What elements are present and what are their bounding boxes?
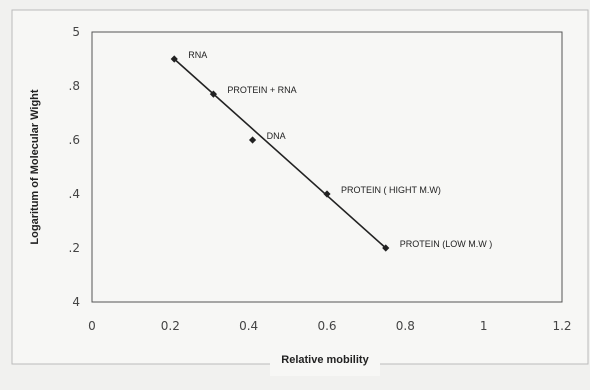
x-tick-label: 0.6 xyxy=(317,319,336,333)
x-tick-label: 1 xyxy=(480,319,488,333)
x-tick-label: 0.4 xyxy=(239,319,258,333)
y-tick-label: .8 xyxy=(69,79,80,93)
x-axis-label-box xyxy=(270,342,380,376)
y-tick-label: 5 xyxy=(72,25,80,39)
data-points xyxy=(170,55,390,252)
data-point xyxy=(323,190,331,198)
y-tick-label: 4 xyxy=(72,295,80,309)
x-axis-label: Relative mobility xyxy=(281,354,369,366)
data-point xyxy=(170,55,178,63)
point-label: PROTEIN ( HIGHT M.W) xyxy=(341,185,441,195)
trendline-group xyxy=(173,58,387,249)
x-tick-label: 0.2 xyxy=(161,319,180,333)
y-axis-label: Logaritum of Molecular Wight xyxy=(29,89,41,244)
data-point xyxy=(382,244,390,252)
y-tick-label: .6 xyxy=(69,133,80,147)
point-labels: RNA PROTEIN + RNA DNA PROTEIN ( HIGHT M.W) P… xyxy=(188,50,492,249)
point-label: DNA xyxy=(267,131,286,141)
point-label: RNA xyxy=(188,50,207,60)
axes: 0 0.2 0.4 0.6 0.8 1 1.2 4 .2 .4 .6 .8 5 xyxy=(69,25,572,333)
point-label: PROTEIN (LOW M.W ) xyxy=(400,239,493,249)
trendline xyxy=(173,58,387,249)
x-tick-label: 0 xyxy=(88,319,96,333)
data-point xyxy=(248,136,257,144)
data-point xyxy=(209,90,218,98)
plot-area xyxy=(91,31,563,303)
x-tick-label: 0.8 xyxy=(396,319,415,333)
y-tick-label: .2 xyxy=(69,241,80,255)
x-tick-label: 1.2 xyxy=(552,319,571,333)
y-tick-label: .4 xyxy=(69,187,80,201)
point-label: PROTEIN + RNA xyxy=(227,85,296,95)
